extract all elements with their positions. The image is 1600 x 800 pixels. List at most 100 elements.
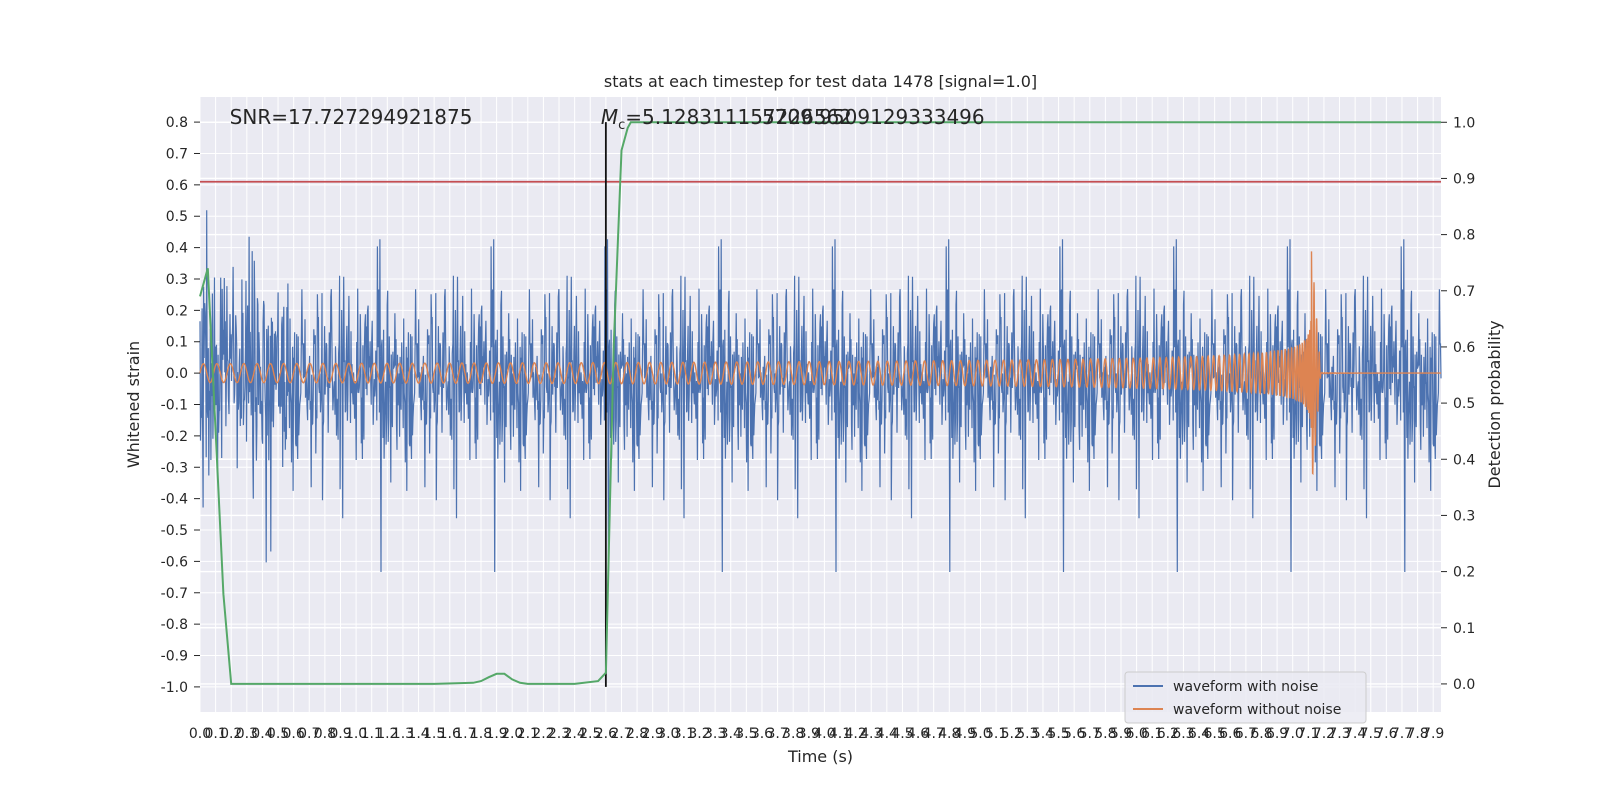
x-tick-label: 5.6 bbox=[1063, 726, 1085, 742]
y2-tick-label: 0.8 bbox=[1453, 228, 1475, 244]
y-tick-label: -0.8 bbox=[161, 617, 188, 633]
x-tick-label: 4.2 bbox=[844, 726, 866, 742]
x-tick-label: 2.1 bbox=[517, 726, 539, 742]
x-tick-label: 1.7 bbox=[454, 726, 476, 742]
x-tick-label: 4.6 bbox=[907, 726, 929, 742]
x-tick-label: 7.0 bbox=[1282, 726, 1304, 742]
y-tick-label: 0.7 bbox=[166, 146, 188, 162]
x-tick-label: 3.6 bbox=[751, 726, 773, 742]
y2-tick-label: 1.0 bbox=[1453, 115, 1475, 131]
x-tick-label: 1.8 bbox=[470, 726, 492, 742]
y-tick-label: -1.0 bbox=[161, 680, 188, 696]
y-tick-label: -0.4 bbox=[161, 492, 188, 508]
x-tick-label: 2.6 bbox=[595, 726, 617, 742]
y-tick-label: -0.3 bbox=[161, 460, 188, 476]
x-tick-label: 6.4 bbox=[1188, 726, 1210, 742]
x-tick-label: 4.1 bbox=[829, 726, 851, 742]
x-tick-label: 0.4 bbox=[251, 726, 273, 742]
legend: waveform with noise waveform without noi… bbox=[1124, 671, 1367, 724]
y2-tick-label: 0.7 bbox=[1453, 284, 1475, 300]
x-tick-label: 4.4 bbox=[876, 726, 898, 742]
mc-value: =5.128311157226562 bbox=[625, 105, 852, 129]
x-tick-label: 6.1 bbox=[1141, 726, 1163, 742]
waveform-without-noise-line bbox=[199, 251, 1441, 476]
legend-entry-noise: waveform with noise bbox=[1173, 679, 1318, 695]
x-tick-label: 5.9 bbox=[1110, 726, 1132, 742]
x-tick-label: 5.7 bbox=[1079, 726, 1101, 742]
x-tick-label: 7.7 bbox=[1391, 726, 1413, 742]
x-tick-label: 4.5 bbox=[891, 726, 913, 742]
x-tick-label: 5.0 bbox=[969, 726, 991, 742]
waveform-with-noise-line bbox=[199, 210, 1442, 573]
x-tick-label: 7.2 bbox=[1313, 726, 1335, 742]
x-tick-label: 3.0 bbox=[657, 726, 679, 742]
x-tick-label: 1.2 bbox=[376, 726, 398, 742]
x-tick-label: 3.8 bbox=[782, 726, 804, 742]
y-tick-label: 0.1 bbox=[166, 335, 188, 351]
x-tick-label: 2.3 bbox=[548, 726, 570, 742]
y2-axis-label: Detection probability bbox=[1485, 320, 1504, 488]
x-tick-label: 1.6 bbox=[439, 726, 461, 742]
y2-axis-ticks: 0.0 0.1 0.2 0.3 0.4 0.5 0.6 0.7 0.8 0.9 1.0 bbox=[1441, 115, 1475, 693]
x-tick-label: 6.2 bbox=[1157, 726, 1179, 742]
legend-entry-clean: waveform without noise bbox=[1173, 702, 1341, 718]
x-tick-label: 1.5 bbox=[423, 726, 445, 742]
x-tick-label: 2.2 bbox=[532, 726, 554, 742]
x-tick-label: 3.1 bbox=[673, 726, 695, 742]
x-tick-label: 3.5 bbox=[735, 726, 757, 742]
x-tick-label: 7.5 bbox=[1360, 726, 1382, 742]
x-tick-label: 1.9 bbox=[485, 726, 507, 742]
x-tick-label: 7.9 bbox=[1422, 726, 1444, 742]
x-tick-label: 5.8 bbox=[1094, 726, 1116, 742]
waveform-with-noise-series bbox=[199, 210, 1442, 573]
x-tick-label: 4.0 bbox=[813, 726, 835, 742]
x-tick-label: 0.5 bbox=[267, 726, 289, 742]
x-tick-label: 0.7 bbox=[298, 726, 320, 742]
x-tick-label: 7.1 bbox=[1297, 726, 1319, 742]
y2-tick-label: 0.1 bbox=[1453, 621, 1475, 637]
x-tick-label: 3.9 bbox=[798, 726, 820, 742]
x-tick-label: 0.1 bbox=[204, 726, 226, 742]
x-tick-label: 7.6 bbox=[1375, 726, 1397, 742]
x-tick-label: 5.4 bbox=[1032, 726, 1054, 742]
y-tick-label: -0.2 bbox=[161, 429, 188, 445]
x-tick-label: 7.3 bbox=[1328, 726, 1350, 742]
x-tick-label: 3.7 bbox=[766, 726, 788, 742]
y-tick-label: 0.0 bbox=[166, 366, 188, 382]
x-tick-label: 3.2 bbox=[688, 726, 710, 742]
x-tick-label: 3.3 bbox=[704, 726, 726, 742]
x-tick-label: 0.3 bbox=[236, 726, 258, 742]
x-tick-label: 6.7 bbox=[1235, 726, 1257, 742]
x-tick-label: 7.4 bbox=[1344, 726, 1366, 742]
x-tick-label: 6.8 bbox=[1250, 726, 1272, 742]
x-tick-label: 4.8 bbox=[938, 726, 960, 742]
detection-probability-series bbox=[199, 121, 1441, 685]
y-tick-label: 0.3 bbox=[166, 272, 188, 288]
reference-lines bbox=[200, 122, 1441, 687]
y-tick-label: 0.6 bbox=[166, 178, 188, 194]
y-tick-label: -0.6 bbox=[161, 554, 188, 570]
y-tick-label: 0.8 bbox=[166, 115, 188, 131]
x-tick-label: 2.7 bbox=[610, 726, 632, 742]
chart-title: stats at each timestep for test data 147… bbox=[604, 72, 1037, 91]
x-tick-label: 1.3 bbox=[392, 726, 414, 742]
x-tick-label: 6.0 bbox=[1125, 726, 1147, 742]
x-axis-label: Time (s) bbox=[787, 747, 853, 766]
x-tick-label: 3.4 bbox=[720, 726, 742, 742]
x-tick-label: 4.9 bbox=[954, 726, 976, 742]
y-tick-label: 0.5 bbox=[166, 209, 188, 225]
x-tick-label: 4.3 bbox=[860, 726, 882, 742]
mc-subscript: c bbox=[618, 118, 625, 133]
x-tick-label: 1.4 bbox=[407, 726, 429, 742]
x-tick-label: 1.0 bbox=[345, 726, 367, 742]
x-tick-label: 6.5 bbox=[1204, 726, 1226, 742]
waveform-without-noise-series bbox=[199, 251, 1441, 476]
x-tick-label: 4.7 bbox=[923, 726, 945, 742]
y2-tick-label: 0.2 bbox=[1453, 565, 1475, 581]
x-tick-label: 2.4 bbox=[564, 726, 586, 742]
x-tick-label: 0.0 bbox=[189, 726, 211, 742]
x-tick-label: 0.8 bbox=[314, 726, 336, 742]
mc-symbol: M bbox=[601, 105, 618, 129]
snr-annotation: SNR=17.727294921875 bbox=[230, 105, 473, 129]
